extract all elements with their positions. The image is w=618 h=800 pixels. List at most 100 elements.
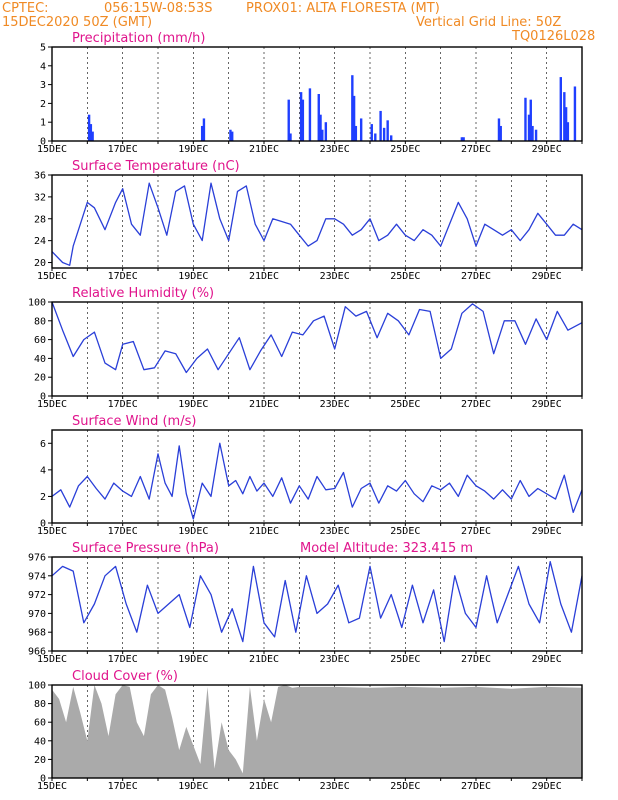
x-tick-label: 21DEC bbox=[249, 781, 279, 792]
precip-bar bbox=[386, 120, 389, 141]
precip-bar bbox=[200, 125, 204, 141]
precip-bar bbox=[317, 94, 320, 141]
panel-frame bbox=[51, 46, 583, 142]
x-tick-label: 23DEC bbox=[320, 781, 350, 792]
x-tick-label: 19DEC bbox=[178, 271, 208, 282]
precip-bar bbox=[308, 88, 312, 141]
panel-title: Precipitation (mm/h) bbox=[72, 31, 205, 46]
x-tick-label: 25DEC bbox=[390, 399, 420, 410]
precip-bar bbox=[531, 125, 534, 141]
panel-2: 0 20 40 60 80 100 15DEC 17DEC 19DEC 21DEC 23DEC 25D… bbox=[28, 286, 583, 410]
x-tick-label: 23DEC bbox=[320, 271, 350, 282]
y-tick-label: 36 bbox=[34, 171, 46, 182]
precip-bar bbox=[351, 75, 354, 141]
precip-bar bbox=[462, 137, 465, 141]
x-tick-label: 29DEC bbox=[532, 271, 562, 282]
x-tick-label: 17DEC bbox=[108, 144, 138, 155]
precip-bar bbox=[390, 135, 393, 141]
x-tick-label: 21DEC bbox=[249, 399, 279, 410]
precip-bar bbox=[319, 114, 322, 141]
precip-bar bbox=[370, 124, 373, 141]
y-tick-label: 0 bbox=[40, 519, 46, 530]
panel-title: Surface Temperature (nC) bbox=[72, 159, 240, 174]
precip-bar bbox=[202, 118, 206, 141]
precip-bar bbox=[497, 118, 501, 141]
precip-bar bbox=[229, 129, 232, 141]
y-tick-label: 968 bbox=[28, 628, 46, 639]
precip-bar bbox=[529, 99, 532, 141]
y-tick-label: 60 bbox=[34, 335, 46, 346]
x-tick-label: 17DEC bbox=[108, 781, 138, 792]
y-tick-label: 1 bbox=[40, 118, 46, 129]
series-line bbox=[51, 561, 583, 643]
y-tick-label: 100 bbox=[28, 298, 46, 309]
precip-bar bbox=[563, 92, 566, 141]
header-station: PROX01: ALTA FLORESTA (MT) bbox=[246, 1, 440, 16]
x-tick-label: 19DEC bbox=[178, 781, 208, 792]
precip-bar bbox=[299, 92, 303, 141]
panel-title: Cloud Cover (%) bbox=[72, 669, 178, 684]
x-tick-label: 19DEC bbox=[178, 526, 208, 537]
x-tick-label: 23DEC bbox=[320, 654, 350, 665]
x-tick-label: 29DEC bbox=[532, 399, 562, 410]
precip-bar bbox=[524, 97, 527, 141]
x-tick-label: 29DEC bbox=[532, 654, 562, 665]
y-tick-label: 80 bbox=[34, 699, 46, 710]
precip-bar bbox=[460, 137, 464, 141]
x-tick-label: 27DEC bbox=[461, 399, 491, 410]
x-tick-label: 21DEC bbox=[249, 526, 279, 537]
x-tick-label: 15DEC bbox=[37, 271, 67, 282]
panel-4: 966 968 970 972 974 976 15DEC 17DEC 19DEC 21DEC 23… bbox=[28, 541, 583, 665]
precip-bar bbox=[91, 131, 94, 141]
y-tick-label: 5 bbox=[40, 43, 46, 54]
y-tick-label: 970 bbox=[28, 609, 46, 620]
precip-bar bbox=[559, 77, 562, 141]
precip-bar bbox=[566, 122, 570, 141]
panel-title: Relative Humidity (%) bbox=[72, 286, 214, 301]
x-tick-label: 25DEC bbox=[390, 271, 420, 282]
y-tick-label: 2 bbox=[40, 492, 46, 503]
precip-bar bbox=[352, 95, 356, 141]
precip-bar bbox=[89, 124, 93, 141]
panel-title: Surface Pressure (hPa) bbox=[72, 541, 219, 556]
x-tick-label: 27DEC bbox=[461, 144, 491, 155]
y-tick-label: 100 bbox=[28, 681, 46, 692]
panel-3: 0 2 4 6 15DEC 17DEC 19DEC 21DEC 23DEC 25DEC 27DEC 2… bbox=[37, 414, 583, 537]
panel-1: 20 24 28 32 36 15DEC 17DEC 19DEC 21DEC 23DEC 25DEC… bbox=[34, 159, 583, 282]
precip-bar bbox=[287, 99, 290, 141]
x-tick-label: 25DEC bbox=[390, 526, 420, 537]
panel-frame bbox=[51, 174, 583, 269]
header-run: 15DEC2020 50Z (GMT) bbox=[2, 15, 152, 30]
y-tick-label: 2 bbox=[40, 99, 46, 110]
x-tick-label: 23DEC bbox=[320, 399, 350, 410]
y-tick-label: 60 bbox=[34, 718, 46, 729]
panel-annotation: Model Altitude: 323.415 m bbox=[300, 541, 473, 556]
cloud-cover-area bbox=[52, 685, 582, 778]
x-tick-label: 27DEC bbox=[461, 654, 491, 665]
y-tick-label: 4 bbox=[40, 465, 46, 476]
y-tick-label: 4 bbox=[40, 61, 46, 72]
panel-frame bbox=[51, 684, 583, 779]
precip-bar bbox=[87, 114, 91, 141]
header-grid-note: Vertical Grid Line: 50Z bbox=[416, 15, 561, 30]
panels: 0 1 2 3 4 5 15DEC 17DEC 19DEC 21DEC 23DEC 25DEC 27DE… bbox=[28, 31, 583, 792]
header-source: CPTEC: bbox=[2, 1, 49, 16]
y-tick-label: 20 bbox=[34, 373, 46, 384]
y-tick-label: 976 bbox=[28, 553, 46, 564]
x-tick-label: 21DEC bbox=[249, 654, 279, 665]
header-coords: 056:15W-08:53S bbox=[104, 1, 212, 16]
header-model-code: TQ0126L028 bbox=[511, 29, 595, 44]
x-tick-label: 23DEC bbox=[320, 144, 350, 155]
precip-bar bbox=[354, 125, 358, 141]
y-tick-label: 0 bbox=[40, 392, 46, 403]
x-tick-label: 25DEC bbox=[390, 781, 420, 792]
precip-bar bbox=[564, 107, 568, 141]
series-line bbox=[51, 301, 583, 374]
x-tick-label: 17DEC bbox=[108, 654, 138, 665]
y-tick-label: 3 bbox=[40, 80, 46, 91]
y-tick-label: 28 bbox=[34, 214, 46, 225]
x-tick-label: 27DEC bbox=[461, 781, 491, 792]
y-tick-label: 966 bbox=[28, 647, 46, 658]
panel-frame bbox=[51, 301, 583, 397]
